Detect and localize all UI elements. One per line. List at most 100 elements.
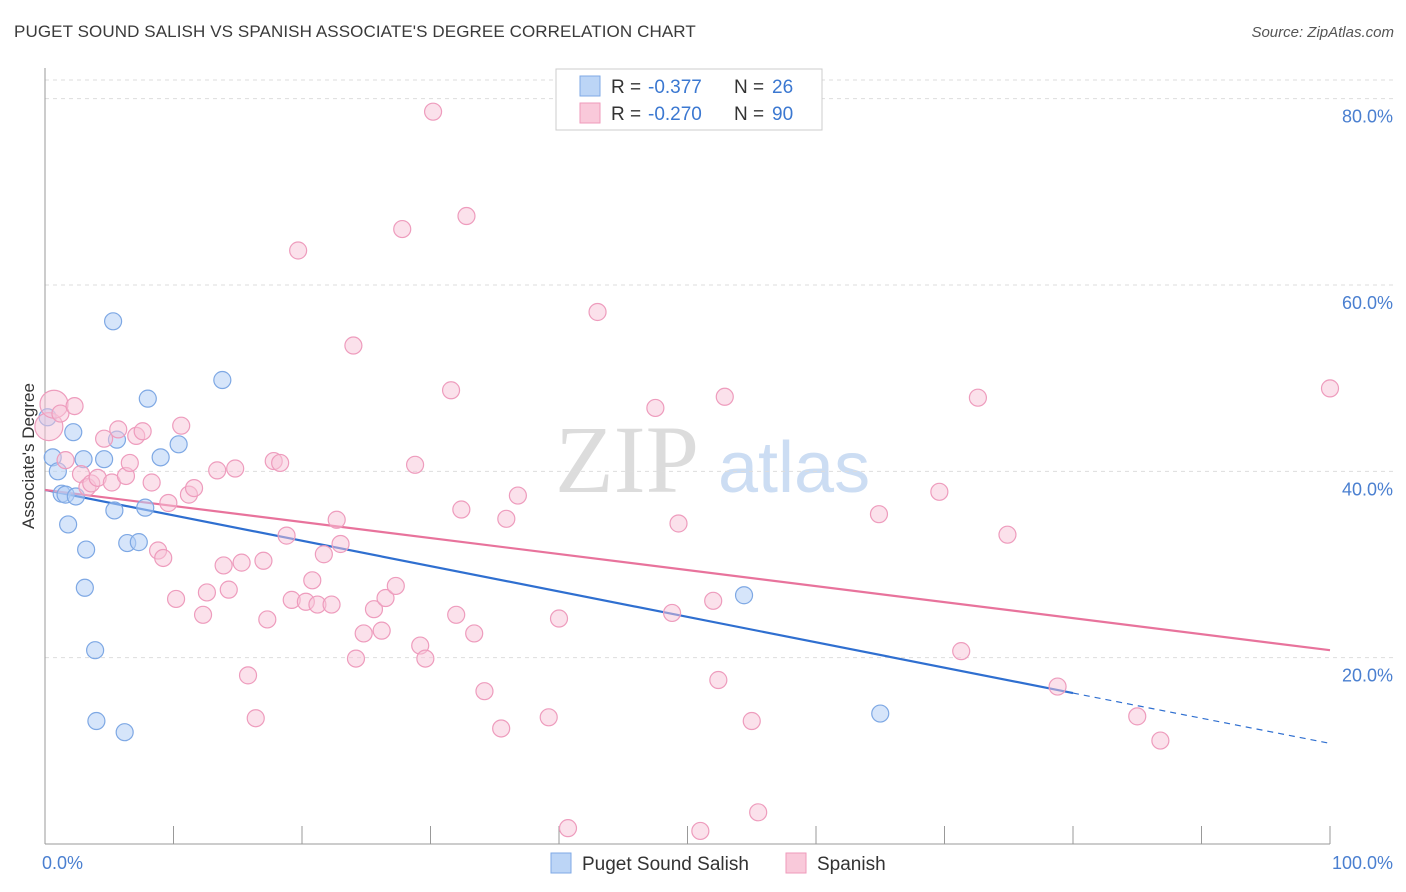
- spanish-point: [508, 486, 527, 505]
- spanish-point: [364, 600, 384, 619]
- grid-lines: [45, 79, 1394, 659]
- salish-point: [138, 389, 157, 408]
- spanish-point: [184, 478, 204, 498]
- salish-point: [105, 501, 124, 520]
- legend-n-value-spanish: 90: [772, 104, 793, 125]
- legend-n-value-salish: 26: [772, 77, 793, 98]
- legend-r-value-spanish: -0.270: [648, 104, 702, 125]
- spanish-point: [998, 525, 1017, 544]
- salish-point: [64, 423, 83, 442]
- spanish-point: [372, 621, 391, 640]
- axes: [44, 68, 1331, 845]
- y-tick-label-20: 20.0%: [1342, 666, 1393, 686]
- salish-trend-extension: [1072, 692, 1331, 744]
- bottom-legend-label-salish: Puget Sound Salish: [582, 854, 749, 875]
- salish-point: [871, 704, 890, 723]
- spanish-point: [492, 719, 511, 738]
- spanish-point: [423, 102, 443, 121]
- spanish-point: [246, 709, 265, 728]
- spanish-point: [447, 605, 466, 624]
- spanish-point: [277, 526, 296, 545]
- watermark-zip: ZIP: [555, 406, 699, 513]
- spanish-point: [405, 455, 425, 474]
- spanish-point: [254, 551, 273, 570]
- salish-point: [87, 711, 106, 731]
- legend-swatch-spanish: [579, 102, 601, 124]
- bottom-legend-label-spanish: Spanish: [817, 854, 886, 875]
- salish-trend-line: [44, 488, 1074, 695]
- spanish-point: [691, 821, 710, 841]
- spanish-point: [331, 534, 350, 554]
- spanish-point: [930, 482, 949, 501]
- spanish-point: [452, 500, 471, 519]
- chart-source: Source: ZipAtlas.com: [1251, 24, 1394, 41]
- salish-point: [74, 450, 93, 469]
- bottom-legend-swatch-spanish: [785, 852, 807, 874]
- data-points: [34, 102, 1340, 841]
- legend: R = -0.377 N = 26 R = -0.270 N = 90: [555, 68, 823, 131]
- spanish-point: [968, 388, 988, 407]
- watermark-atlas: atlas: [718, 428, 870, 508]
- spanish-point: [166, 589, 186, 609]
- spanish-point: [65, 396, 84, 416]
- y-axis-label: Associate's Degree: [19, 383, 38, 529]
- spanish-point: [539, 708, 558, 727]
- spanish-point: [172, 416, 191, 435]
- spanish-point: [303, 571, 322, 590]
- salish-point: [59, 515, 78, 534]
- salish-point: [75, 578, 94, 597]
- spanish-point: [441, 381, 461, 400]
- spanish-trend-line: [44, 488, 1331, 652]
- salish-point: [86, 641, 105, 660]
- spanish-point: [1151, 731, 1170, 750]
- spanish-point: [354, 624, 373, 643]
- spanish-point: [709, 670, 728, 690]
- y-tick-label-60: 60.0%: [1342, 293, 1393, 313]
- salish-point: [77, 540, 96, 559]
- salish-point: [136, 498, 155, 517]
- spanish-point: [214, 556, 233, 575]
- spanish-point: [497, 509, 516, 528]
- spanish-point: [344, 336, 363, 355]
- spanish-point: [289, 241, 308, 260]
- bottom-legend-swatch-salish: [550, 852, 572, 874]
- spanish-point: [475, 682, 494, 701]
- spanish-point: [219, 580, 238, 599]
- spanish-point: [193, 605, 213, 624]
- spanish-point: [869, 505, 889, 524]
- spanish-point: [1128, 707, 1147, 726]
- legend-r-value-salish: -0.377: [648, 77, 702, 98]
- spanish-point: [238, 666, 258, 685]
- spanish-point: [142, 473, 161, 492]
- spanish-point: [465, 624, 484, 643]
- spanish-point: [232, 553, 251, 572]
- spanish-point: [386, 576, 405, 596]
- spanish-point: [376, 588, 395, 608]
- x-tick-label-left: 0.0%: [42, 853, 83, 873]
- salish-point: [734, 586, 754, 605]
- spanish-point: [271, 453, 290, 473]
- spanish-point: [258, 610, 277, 629]
- y-tick-labels: 20.0% 40.0% 60.0% 80.0%: [1342, 107, 1393, 686]
- trend-lines: [44, 488, 1331, 744]
- spanish-point: [1320, 379, 1340, 398]
- spanish-point: [393, 219, 412, 239]
- spanish-point: [159, 493, 178, 513]
- spanish-point: [742, 711, 761, 731]
- legend-swatch-salish: [579, 75, 601, 97]
- spanish-point: [646, 398, 665, 418]
- spanish-point: [51, 404, 70, 423]
- spanish-point: [704, 591, 723, 610]
- salish-point: [213, 370, 232, 390]
- spanish-point: [197, 583, 217, 602]
- watermark: ZIP atlas: [555, 406, 870, 513]
- spanish-point: [346, 649, 366, 668]
- spanish-point: [1048, 677, 1067, 696]
- salish-point: [104, 312, 123, 331]
- spanish-point: [327, 510, 346, 529]
- bottom-legend: Puget Sound Salish Spanish: [550, 852, 886, 875]
- salish-point: [169, 435, 188, 454]
- spanish-point: [416, 649, 435, 668]
- spanish-point: [226, 459, 245, 478]
